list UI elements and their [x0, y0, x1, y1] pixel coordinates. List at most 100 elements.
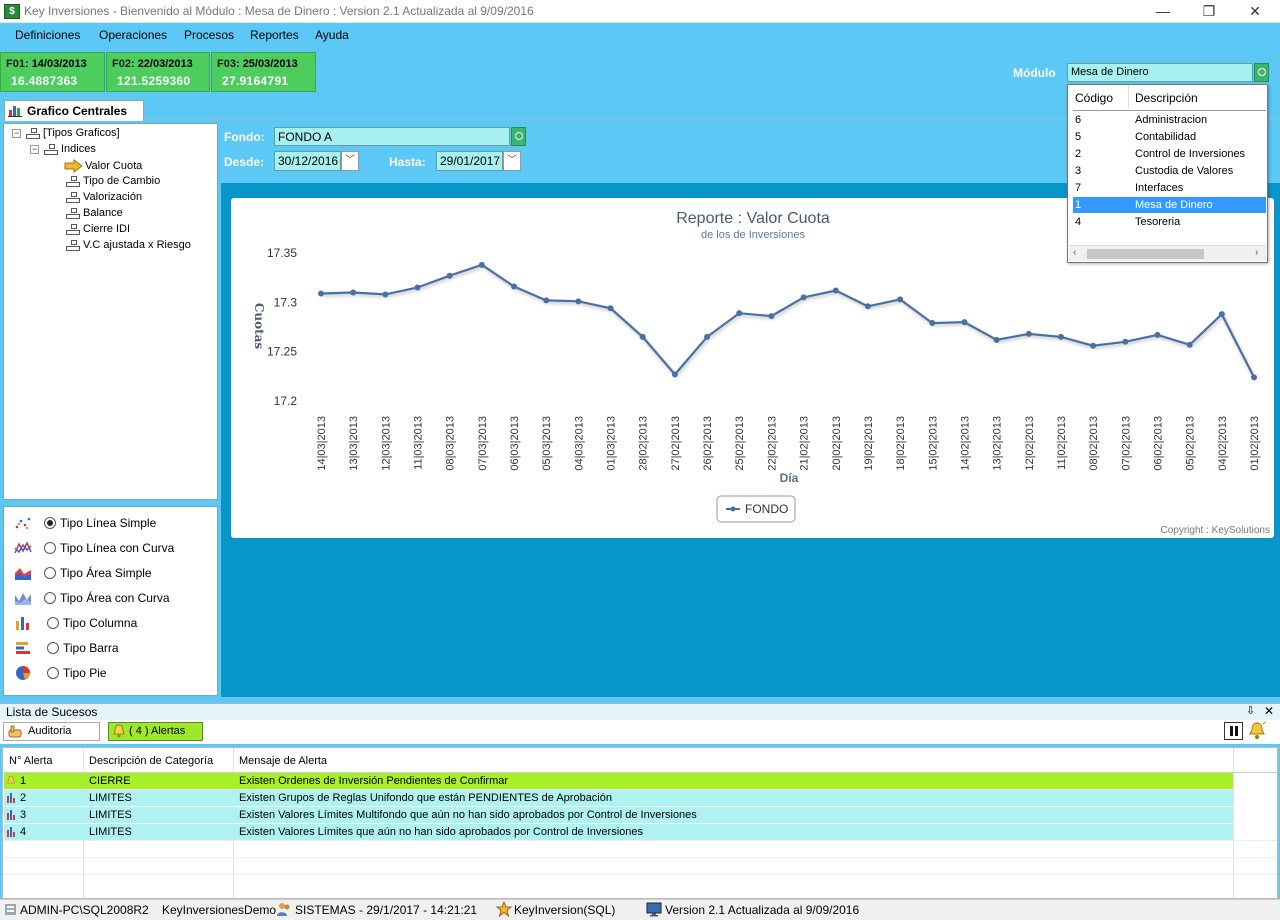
data-point[interactable] [993, 336, 1000, 343]
dropdown-option-code: 3 [1075, 165, 1082, 177]
column-header-mensaje[interactable]: Mensaje de Alerta [239, 755, 328, 767]
data-point[interactable] [382, 291, 389, 298]
table-row[interactable]: 2 LIMITES Existen Grupos de Reglas Unifond… [4, 790, 1233, 806]
tree-root[interactable]: [Tipos Graficos] [26, 127, 120, 140]
modulo-select[interactable]: Mesa de Dinero [1067, 63, 1253, 82]
radio-button[interactable] [47, 617, 59, 629]
menu-reportes[interactable]: Reportes [250, 28, 299, 42]
data-point[interactable] [929, 320, 936, 327]
data-point[interactable] [350, 289, 357, 296]
dropdown-option[interactable]: 1 Mesa de Dinero [1073, 197, 1266, 213]
data-point[interactable] [1251, 374, 1257, 381]
data-point[interactable] [800, 294, 807, 301]
restore-button[interactable]: ❐ [1202, 3, 1216, 19]
radio-button[interactable] [44, 592, 56, 604]
data-point[interactable] [671, 371, 678, 378]
tab-auditoria[interactable]: Auditoria [3, 722, 100, 741]
data-point[interactable] [446, 272, 453, 279]
collapse-icon[interactable]: − [12, 128, 21, 138]
tree-item-vc-ajustada[interactable]: V.C ajustada x Riesgo [66, 239, 191, 252]
fund-box-f02[interactable]: F02: 22/03/2013 121.5259360 [106, 52, 210, 92]
data-point[interactable] [1218, 311, 1225, 318]
data-point[interactable] [639, 333, 646, 340]
menu-procesos[interactable]: Procesos [184, 28, 235, 42]
pin-icon[interactable]: ⇩ [1246, 705, 1256, 717]
modulo-dropdown[interactable]: Código Descripción 6 Administracion 5 Conta… [1067, 84, 1268, 263]
data-point[interactable] [864, 303, 871, 310]
data-point[interactable] [1090, 342, 1097, 349]
table-row[interactable]: 4 LIMITES Existen Valores Límites que aún … [4, 824, 1233, 840]
chevron-down-icon[interactable]: ﹀ [503, 151, 521, 171]
dropdown-scrollbar[interactable]: ‹ › [1069, 245, 1266, 261]
pause-button[interactable] [1224, 722, 1243, 740]
legend-label: FONDO [745, 502, 788, 516]
data-point[interactable] [511, 283, 518, 290]
dropdown-option[interactable]: 4 Tesoreria [1073, 214, 1266, 230]
tree-item-valorizacion[interactable]: Valorización [66, 191, 142, 204]
desde-date-input[interactable]: 30/12/2016 [274, 151, 341, 171]
data-point[interactable] [478, 261, 485, 268]
dropdown-option[interactable]: 7 Interfaces [1073, 180, 1266, 196]
table-row[interactable]: 3 LIMITES Existen Valores Límites Multifon… [4, 807, 1233, 823]
dropdown-option[interactable]: 2 Control de Inversiones [1073, 146, 1266, 162]
tree-group-indices[interactable]: Indices [44, 143, 96, 156]
menu-ayuda[interactable]: Ayuda [315, 28, 349, 42]
data-point[interactable] [1057, 333, 1064, 340]
tab-alertas[interactable]: ( 4 ) Alertas [108, 722, 203, 741]
data-point[interactable] [318, 290, 324, 297]
data-point[interactable] [543, 297, 550, 304]
scroll-left-icon[interactable]: ‹ [1073, 247, 1077, 258]
hasta-date-input[interactable]: 29/01/2017 [436, 151, 503, 171]
fondo-input[interactable]: FONDO A [274, 127, 510, 146]
app-logo-icon: $ [4, 4, 20, 19]
data-point[interactable] [768, 313, 775, 320]
tab-grafico-centrales[interactable]: Grafico Centrales [4, 100, 144, 121]
menu-definiciones[interactable]: Definiciones [15, 28, 81, 42]
tree-item-valor-cuota[interactable]: Valor Cuota [64, 159, 142, 173]
data-point[interactable] [897, 296, 904, 303]
scroll-right-icon[interactable]: › [1255, 247, 1259, 258]
status-user: SISTEMAS - 29/1/2017 - 14:21:21 [295, 903, 478, 917]
data-point[interactable] [1122, 338, 1129, 345]
data-point[interactable] [1025, 330, 1032, 337]
dropdown-option[interactable]: 5 Contabilidad [1073, 129, 1266, 145]
data-point[interactable] [575, 298, 582, 305]
chevron-down-icon[interactable]: ﹀ [341, 151, 359, 171]
fondo-search-button[interactable] [511, 127, 526, 146]
data-point[interactable] [704, 333, 711, 340]
close-panel-button[interactable]: ✕ [1264, 704, 1275, 718]
data-point[interactable] [736, 310, 743, 317]
data-point[interactable] [607, 305, 614, 312]
radio-button[interactable] [47, 667, 59, 679]
minimize-button[interactable]: — [1156, 3, 1170, 19]
users-icon [277, 903, 290, 916]
tree-item-balance[interactable]: Balance [66, 207, 123, 220]
fund-box-f03[interactable]: F03: 25/03/2013 27.9164791 [211, 52, 316, 92]
scrollbar-thumb[interactable] [1087, 249, 1204, 259]
data-point[interactable] [1154, 331, 1161, 338]
column-header-categoria[interactable]: Descripción de Categoría [89, 755, 214, 767]
dropdown-option[interactable]: 3 Custodia de Valores [1073, 163, 1266, 179]
radio-button[interactable] [44, 517, 56, 529]
tree-item-tipo-cambio[interactable]: Tipo de Cambio [66, 175, 160, 188]
menu-operaciones[interactable]: Operaciones [99, 28, 168, 42]
data-point[interactable] [414, 284, 421, 291]
close-window-button[interactable]: ✕ [1249, 3, 1261, 19]
alarm-bell-icon[interactable] [1248, 721, 1268, 741]
bell-icon [7, 776, 15, 784]
modulo-search-button[interactable] [1254, 63, 1269, 82]
fund-box-f01[interactable]: F01: 14/03/2013 16.4887363 [0, 52, 105, 92]
radio-button[interactable] [47, 642, 59, 654]
tree-item-cierre-idi[interactable]: Cierre IDI [66, 223, 130, 236]
column-header-num[interactable]: N° Alerta [9, 755, 53, 767]
collapse-icon[interactable]: − [30, 144, 39, 154]
table-row[interactable]: 1 CIERRE Existen Ordenes de Inversión Pend… [4, 773, 1233, 789]
radio-button[interactable] [44, 567, 56, 579]
chart-legend[interactable]: FONDO [716, 495, 796, 523]
alert-category: LIMITES [89, 809, 132, 821]
data-point[interactable] [961, 319, 968, 326]
radio-button[interactable] [44, 542, 56, 554]
dropdown-option[interactable]: 6 Administracion [1073, 112, 1266, 128]
data-point[interactable] [832, 287, 839, 294]
data-point[interactable] [1186, 341, 1193, 348]
